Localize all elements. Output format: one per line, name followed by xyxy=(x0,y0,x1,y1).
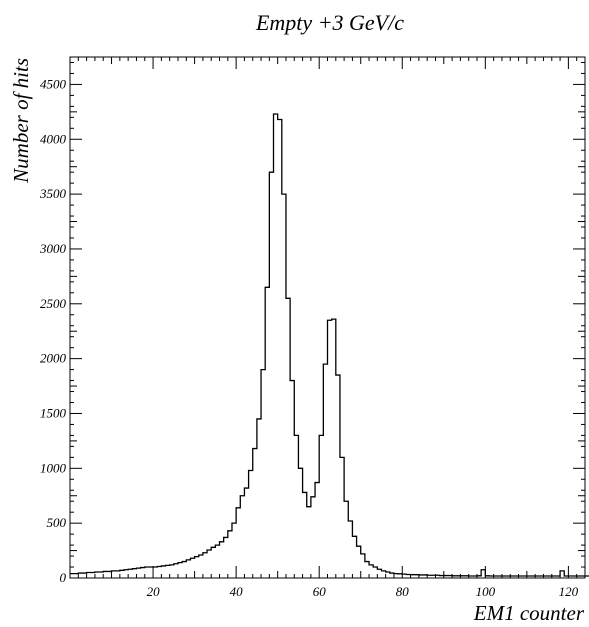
histogram-bin xyxy=(220,542,224,578)
histogram-bin xyxy=(311,497,315,578)
histogram-bin xyxy=(178,563,182,578)
histogram-bin xyxy=(307,507,311,578)
histogram-bin xyxy=(182,562,186,578)
plot-frame xyxy=(69,56,586,579)
histogram-bin xyxy=(132,569,136,578)
x-tick-label: 100 xyxy=(476,584,496,599)
histogram-bin xyxy=(128,569,132,578)
histogram-bins xyxy=(70,114,589,578)
histogram-bin xyxy=(166,565,170,578)
histogram-bin xyxy=(107,571,111,578)
x-tick-label: 20 xyxy=(147,584,161,599)
histogram-bin xyxy=(211,547,215,578)
histogram-bin xyxy=(74,574,78,578)
x-tick-label: 40 xyxy=(230,584,244,599)
histogram-bin xyxy=(145,567,149,578)
histogram-bin xyxy=(195,557,199,578)
histogram-bin xyxy=(116,571,120,578)
histogram-bin xyxy=(124,570,128,578)
y-tick-label: 3000 xyxy=(39,241,67,256)
histogram-bin xyxy=(186,560,190,578)
histogram-bin xyxy=(141,568,145,578)
x-tick-label: 120 xyxy=(559,584,579,599)
histogram-bin xyxy=(136,568,140,578)
histogram-bin xyxy=(207,550,211,578)
y-tick-label: 2500 xyxy=(40,296,67,311)
histogram-bin xyxy=(99,572,103,578)
y-tick-label: 0 xyxy=(60,570,67,585)
histogram-bin xyxy=(274,114,278,578)
chart-title: Empty +3 GeV/c xyxy=(255,10,404,35)
histogram-bin xyxy=(174,564,178,578)
y-tick-label: 2000 xyxy=(40,351,67,366)
y-tick-label: 1500 xyxy=(40,405,67,420)
histogram-bin xyxy=(244,488,248,578)
histogram-bin xyxy=(70,574,74,578)
histogram-bin xyxy=(82,573,86,578)
axis-tick-labels: 20 40 60 80 100 120 0 500 1000 1500 2000 2500 3000 35… xyxy=(39,76,579,599)
histogram-bin xyxy=(157,566,161,578)
x-tick-label: 80 xyxy=(396,584,410,599)
histogram-bin xyxy=(153,567,157,578)
histogram-bin xyxy=(199,555,203,578)
y-tick-label: 3500 xyxy=(39,186,67,201)
histogram-bin xyxy=(190,558,194,578)
y-tick-label: 4000 xyxy=(40,131,67,146)
histogram-bin xyxy=(149,567,153,578)
histogram-bin xyxy=(224,537,228,578)
x-axis-label: EM1 counter xyxy=(473,601,585,625)
x-tick-label: 60 xyxy=(313,584,327,599)
y-tick-label: 1000 xyxy=(40,460,67,475)
histogram-bin xyxy=(91,573,95,578)
histogram-bin xyxy=(215,545,219,578)
y-tick-label: 4500 xyxy=(40,76,67,91)
y-tick-label: 500 xyxy=(47,515,67,530)
histogram-bin xyxy=(161,566,165,578)
histogram-bin xyxy=(203,553,207,578)
histogram-bin xyxy=(170,565,174,578)
axis-ticks xyxy=(70,57,585,578)
y-axis-label: Number of hits xyxy=(9,58,33,184)
histogram-line xyxy=(70,113,589,577)
